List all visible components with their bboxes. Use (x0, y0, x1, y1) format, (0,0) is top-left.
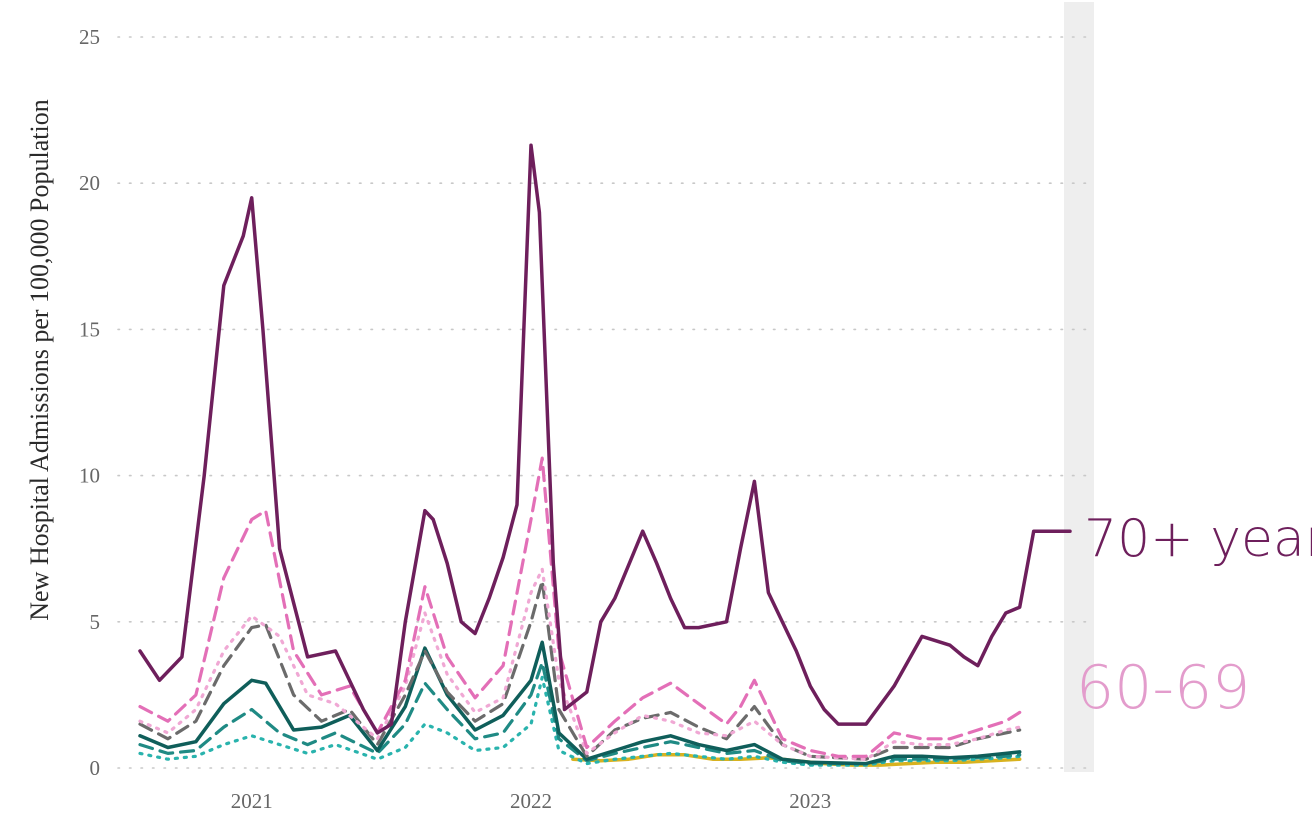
gridlines (117, 36, 1095, 769)
y-tick-0: 0 (90, 756, 101, 780)
series-line-2 (138, 567, 1022, 761)
y-tick-20: 20 (79, 171, 100, 195)
series-line-3 (138, 579, 1022, 761)
y-tick-25: 25 (79, 25, 100, 49)
y-tick-5: 5 (90, 610, 101, 634)
y-axis-label: New Hospital Admissions per 100,000 Popu… (25, 99, 54, 620)
series-line-60-69 (138, 456, 1022, 758)
x-tick-2023: 2023 (789, 789, 831, 813)
series-lines (138, 143, 1072, 767)
series-line-4 (138, 640, 1022, 766)
incomplete-data-shading (1064, 2, 1094, 772)
series-line-5 (138, 661, 1022, 766)
x-tick-2021: 2021 (231, 789, 273, 813)
x-tick-labels: 2021 2022 2023 (231, 789, 832, 813)
series-line-70-years (138, 143, 1072, 735)
y-tick-15: 15 (79, 317, 100, 341)
y-tick-labels: 0 5 10 15 20 25 (79, 25, 100, 780)
series-annotations: 70+ years 60-69 (1076, 509, 1312, 723)
y-tick-10: 10 (79, 464, 100, 488)
x-tick-2022: 2022 (510, 789, 552, 813)
annotation-60-69: 60-69 (1076, 653, 1250, 723)
annotation-70-years: 70+ years (1084, 509, 1312, 569)
